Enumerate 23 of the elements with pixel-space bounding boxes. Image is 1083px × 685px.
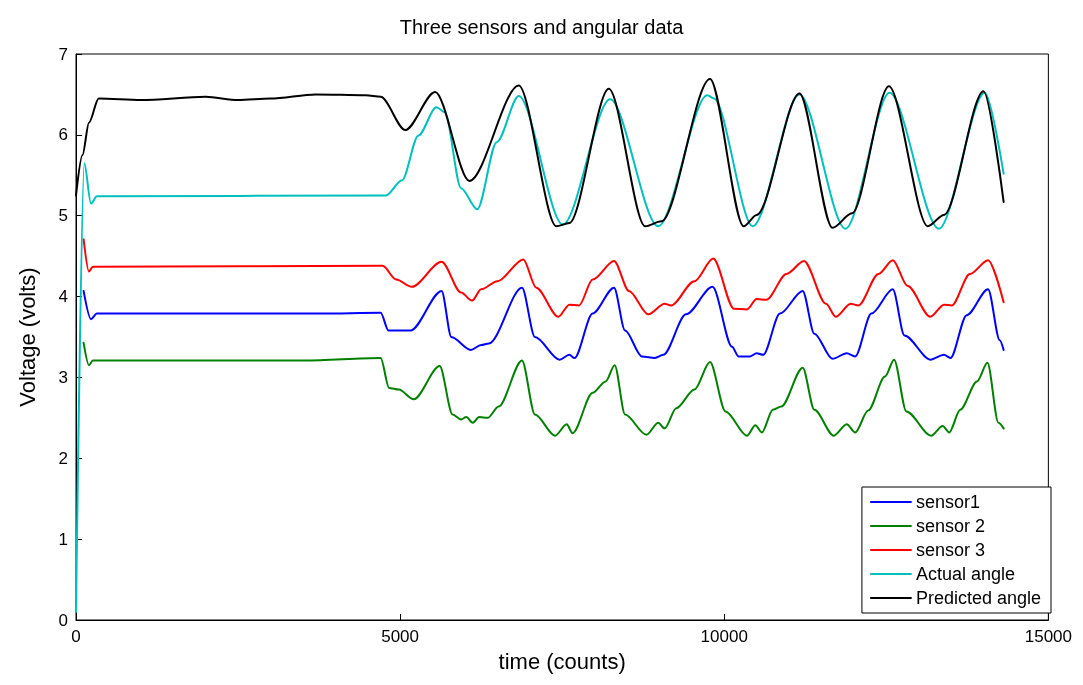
legend-label: sensor 2 xyxy=(915,516,985,536)
y-tick-label: 2 xyxy=(58,448,68,468)
line-series xyxy=(82,341,1005,437)
legend-label: sensor1 xyxy=(915,492,980,512)
x-tick-label: 0 xyxy=(71,627,81,646)
y-tick-label: 6 xyxy=(58,125,68,145)
y-tick-label: 0 xyxy=(58,610,68,630)
y-tick-label: 5 xyxy=(58,206,68,226)
x-axis-title: time (counts) xyxy=(498,648,626,674)
y-tick-label: 4 xyxy=(58,287,68,307)
x-tick-label: 5000 xyxy=(381,627,420,646)
y-tick-label: 1 xyxy=(58,529,68,549)
line-series xyxy=(82,238,1005,318)
legend-label: Actual angle xyxy=(915,564,1015,584)
chart-title: Three sensors and angular data xyxy=(399,16,685,38)
y-tick-label: 3 xyxy=(58,367,68,387)
y-tick-label: 7 xyxy=(58,44,68,64)
x-tick-label: 10000 xyxy=(700,627,748,646)
y-axis-title: Voltage (volts) xyxy=(14,267,40,407)
legend-label: Predicted angle xyxy=(915,588,1042,608)
legend-label: sensor 3 xyxy=(915,540,985,560)
x-tick-label: 15000 xyxy=(1024,627,1072,646)
line-series xyxy=(82,285,1005,361)
